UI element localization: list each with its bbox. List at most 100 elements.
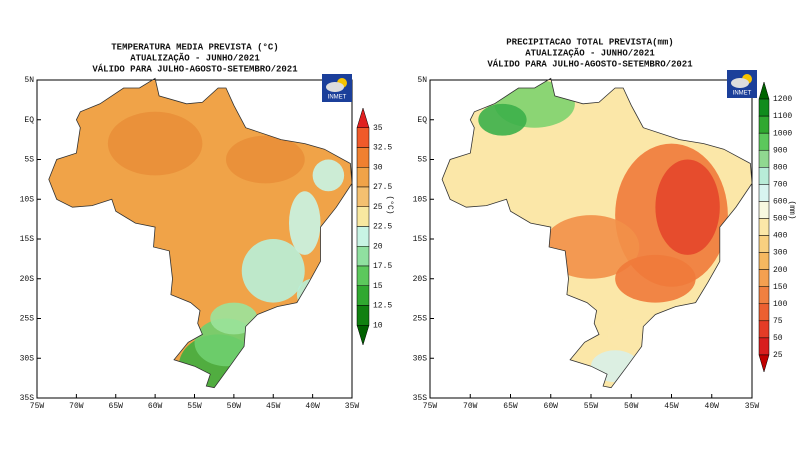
lat-label: 5N bbox=[24, 76, 34, 85]
region-fill bbox=[289, 191, 321, 255]
lon-label: 65W bbox=[109, 402, 124, 411]
colorbar-cell bbox=[758, 132, 770, 151]
colorbar-cell bbox=[758, 235, 770, 253]
logo-text: INMET bbox=[328, 95, 347, 101]
colorbar-label: 17.5 bbox=[373, 262, 392, 271]
colorbar-unit: (°C) bbox=[385, 195, 394, 214]
region-fill bbox=[107, 111, 203, 176]
colorbar-cell bbox=[356, 246, 370, 267]
colorbar-label: 100 bbox=[773, 300, 788, 309]
lon-label: 65W bbox=[503, 402, 518, 411]
colorbar-cell bbox=[356, 226, 370, 247]
lat-label: 20S bbox=[20, 275, 35, 284]
colorbar-cell bbox=[758, 184, 770, 202]
lat-label: 30S bbox=[413, 354, 428, 363]
colorbar-cell bbox=[758, 303, 770, 322]
colorbar-label: 500 bbox=[773, 215, 788, 224]
colorbar-cell bbox=[758, 149, 770, 168]
colorbar-label: 75 bbox=[773, 317, 783, 326]
colorbar-label: 35 bbox=[373, 124, 383, 133]
map-title: ATUALIZAÇÃO - JUNHO/2021 bbox=[525, 47, 655, 58]
lon-label: 75W bbox=[30, 402, 45, 411]
colorbar-label: 10 bbox=[373, 321, 383, 330]
colorbar-label: 12.5 bbox=[373, 302, 392, 311]
colorbar-cell bbox=[758, 201, 770, 219]
map-title: TEMPERATURA MEDIA PREVISTA (°C) bbox=[111, 42, 278, 52]
colorbar-cell bbox=[758, 115, 770, 134]
lon-label: 35W bbox=[745, 402, 760, 411]
colorbar-cell bbox=[356, 305, 370, 326]
colorbar-cell bbox=[356, 147, 370, 168]
lat-label: 35S bbox=[413, 394, 428, 403]
colorbar-label: 15 bbox=[373, 282, 383, 291]
colorbar-cell bbox=[758, 320, 770, 339]
logo-cloud bbox=[326, 82, 344, 92]
lat-label: EQ bbox=[417, 116, 427, 125]
colorbar-label: 20 bbox=[373, 242, 383, 251]
logo-cloud bbox=[731, 78, 749, 88]
colorbar-label: 25 bbox=[373, 203, 383, 212]
colorbar-cell bbox=[356, 167, 370, 188]
colorbar-label: 400 bbox=[773, 232, 788, 241]
lon-label: 55W bbox=[187, 402, 202, 411]
colorbar-cell bbox=[356, 265, 370, 286]
colorbar-cell bbox=[758, 286, 770, 305]
colorbar-cell bbox=[356, 285, 370, 306]
colorbar-label: 600 bbox=[773, 198, 788, 207]
lon-label: 60W bbox=[544, 402, 559, 411]
lon-label: 50W bbox=[624, 402, 639, 411]
lon-label: 45W bbox=[266, 402, 281, 411]
lon-label: 40W bbox=[705, 402, 720, 411]
lon-label: 40W bbox=[305, 402, 320, 411]
colorbar-cell bbox=[758, 218, 770, 236]
lon-label: 70W bbox=[463, 402, 478, 411]
colorbar-end bbox=[758, 354, 770, 373]
lon-label: 45W bbox=[664, 402, 679, 411]
colorbar-label: 200 bbox=[773, 266, 788, 275]
colorbar-label: 27.5 bbox=[373, 183, 392, 192]
region-fill bbox=[478, 103, 527, 136]
lon-label: 70W bbox=[69, 402, 84, 411]
lat-label: 15S bbox=[20, 235, 35, 244]
colorbar-label: 300 bbox=[773, 249, 788, 258]
lat-label: 5S bbox=[24, 156, 34, 165]
colorbar-label: 800 bbox=[773, 163, 788, 172]
colorbar-label: 50 bbox=[773, 334, 783, 343]
lon-label: 75W bbox=[423, 402, 438, 411]
colorbar-cell bbox=[356, 186, 370, 207]
lat-label: 10S bbox=[20, 195, 35, 204]
colorbar-label: 900 bbox=[773, 146, 788, 155]
colorbar-cell bbox=[758, 167, 770, 185]
colorbar-label: 700 bbox=[773, 180, 788, 189]
colorbar-unit: (mm) bbox=[787, 200, 796, 219]
colorbar-cell bbox=[758, 98, 770, 117]
colorbar-label: 1000 bbox=[773, 129, 792, 138]
lat-label: 5S bbox=[417, 156, 427, 165]
lat-label: 10S bbox=[413, 195, 428, 204]
lon-label: 55W bbox=[584, 402, 599, 411]
colorbar-end bbox=[758, 81, 770, 100]
lon-label: 60W bbox=[148, 402, 163, 411]
colorbar-label: 25 bbox=[773, 351, 783, 360]
colorbar-cell bbox=[758, 269, 770, 287]
colorbar-label: 32.5 bbox=[373, 144, 392, 153]
map-title: ATUALIZAÇÃO - JUNHO/2021 bbox=[130, 52, 260, 63]
lat-label: 15S bbox=[413, 235, 428, 244]
colorbar-cell bbox=[758, 337, 770, 356]
map-title: VÁLIDO PARA JULHO-AGOSTO-SETEMBRO/2021 bbox=[487, 58, 693, 69]
lat-label: 25S bbox=[20, 315, 35, 324]
region-fill bbox=[226, 135, 305, 184]
region-fill bbox=[655, 159, 720, 255]
map-title: PRECIPITACAO TOTAL PREVISTA(mm) bbox=[506, 37, 673, 47]
colorbar-label: 30 bbox=[373, 163, 383, 172]
lon-label: 35W bbox=[345, 402, 360, 411]
region-fill bbox=[615, 254, 696, 303]
colorbar-label: 1100 bbox=[773, 112, 792, 121]
colorbar-cell bbox=[356, 127, 370, 148]
lon-label: 50W bbox=[227, 402, 242, 411]
lat-label: 30S bbox=[20, 354, 35, 363]
logo-text: INMET bbox=[733, 91, 752, 97]
colorbar-cell bbox=[356, 206, 370, 227]
colorbar-label: 150 bbox=[773, 283, 788, 292]
